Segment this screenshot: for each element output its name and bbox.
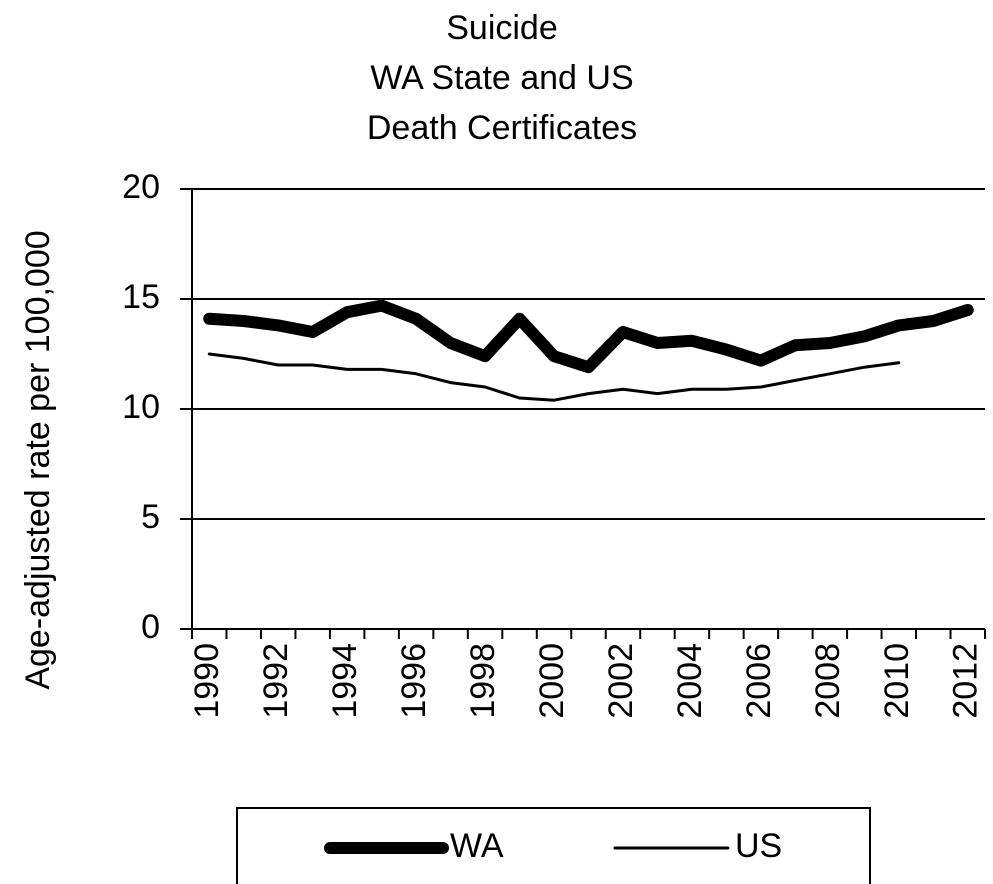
x-tick-label: 2008 bbox=[809, 643, 847, 719]
data-line bbox=[207, 352, 901, 402]
chart-title: Death Certificates bbox=[367, 109, 637, 147]
chart-title: Suicide bbox=[446, 9, 558, 47]
y-tick-label: 0 bbox=[141, 608, 160, 646]
x-tick-label: 1996 bbox=[395, 643, 433, 719]
x-tick-label: 2000 bbox=[533, 643, 571, 719]
x-tick-label: 2004 bbox=[671, 643, 709, 719]
x-tick-label: 1990 bbox=[188, 643, 226, 719]
chart-title: WA State and US bbox=[370, 59, 633, 97]
legend-label: US bbox=[735, 827, 782, 865]
x-tick-label: 2002 bbox=[602, 643, 640, 719]
legend-box bbox=[236, 807, 871, 884]
x-tick-label: 1994 bbox=[326, 643, 364, 719]
x-tick-label: 2012 bbox=[947, 643, 985, 719]
y-tick-label: 5 bbox=[141, 498, 160, 536]
x-tick-label: 1998 bbox=[464, 643, 502, 719]
legend-label: WA bbox=[450, 827, 504, 865]
y-tick-label: 15 bbox=[122, 278, 160, 316]
x-tick-label: 2010 bbox=[878, 643, 916, 719]
data-line bbox=[203, 299, 974, 374]
y-axis-label: Age-adjusted rate per 100,000 bbox=[19, 230, 57, 689]
y-tick-label: 10 bbox=[122, 388, 160, 426]
x-tick-label: 2006 bbox=[740, 643, 778, 719]
y-tick-label: 20 bbox=[122, 168, 160, 206]
x-tick-label: 1992 bbox=[257, 643, 295, 719]
